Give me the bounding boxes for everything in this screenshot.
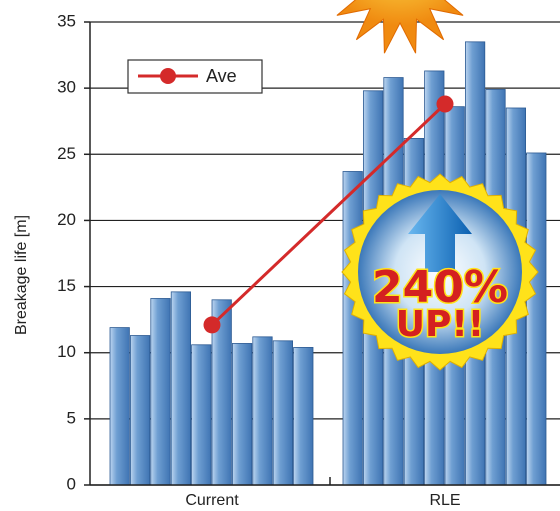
bar xyxy=(171,292,190,485)
bar xyxy=(294,347,313,485)
ave-marker xyxy=(204,316,221,333)
y-tick-label: 25 xyxy=(57,144,76,163)
bar xyxy=(253,337,272,485)
y-tick-label: 35 xyxy=(57,11,76,30)
starburst xyxy=(330,0,470,53)
bar xyxy=(527,153,546,485)
ave-marker xyxy=(437,96,454,113)
x-tick-label: RLE xyxy=(429,492,460,509)
bar xyxy=(273,341,292,485)
x-tick-label: Current xyxy=(185,492,239,509)
legend-label: Ave xyxy=(206,66,237,86)
y-tick-label: 15 xyxy=(57,276,76,295)
y-tick-label: 20 xyxy=(57,210,76,229)
bar xyxy=(232,343,251,485)
y-axis-label: Breakage life [m] xyxy=(13,215,30,335)
y-tick-label: 30 xyxy=(57,78,76,97)
y-tick-label: 0 xyxy=(67,474,76,493)
annotation: UP!! xyxy=(396,304,484,345)
bar xyxy=(151,298,170,485)
bar xyxy=(110,328,129,485)
bar xyxy=(192,345,211,485)
bar xyxy=(343,171,362,485)
y-tick-label: 5 xyxy=(67,408,76,427)
legend: Ave xyxy=(128,60,262,93)
legend-marker xyxy=(160,68,176,84)
y-tick-label: 10 xyxy=(57,342,76,361)
chart: Ave 240% UP!! Breakage life [m] 05101520… xyxy=(0,0,560,511)
bar xyxy=(130,336,149,485)
